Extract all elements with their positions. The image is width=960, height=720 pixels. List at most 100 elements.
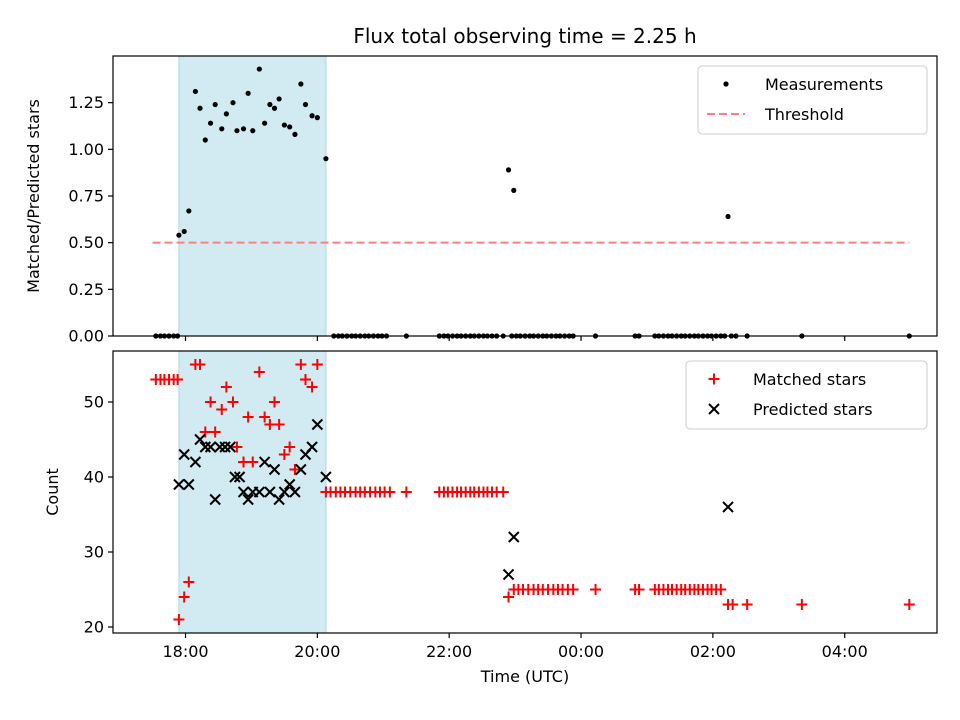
- matched-star-point: [295, 359, 307, 370]
- matched-star-point: [220, 381, 232, 393]
- measurement-point: [287, 124, 293, 130]
- predicted-star-point: [295, 463, 307, 476]
- matched-star-point: [384, 486, 396, 498]
- measurement-point: [219, 126, 225, 132]
- matched-star-point: [264, 419, 276, 430]
- matched-star-point: [227, 396, 239, 408]
- matched-star-point: [306, 381, 318, 393]
- measurement-point: [298, 81, 304, 87]
- predicted-star-point: [508, 531, 520, 543]
- predicted-star-point: [242, 493, 254, 506]
- matched-star-point: [205, 396, 217, 408]
- matched-star-point: [247, 456, 259, 468]
- matched-star-point: [284, 441, 296, 453]
- y-tick-label: 1.00: [68, 140, 104, 159]
- measurement-point: [256, 66, 262, 72]
- legend-marker-matched: [708, 373, 720, 385]
- legend-box: [685, 360, 928, 430]
- matched-star-point: [199, 426, 211, 438]
- measurement-point: [505, 167, 512, 173]
- predicted-star-point: [178, 448, 190, 461]
- legend-label: Measurements: [765, 75, 883, 94]
- measurement-point: [197, 105, 203, 111]
- predicted-star-point: [173, 478, 185, 491]
- predicted-star-point: [194, 433, 206, 446]
- predicted-star-point: [289, 486, 301, 498]
- matched-star-point: [903, 599, 915, 610]
- x-tick-label: 20:00: [294, 642, 340, 661]
- measurement-point: [302, 101, 309, 108]
- matched-star-point: [209, 426, 221, 438]
- measurement-point: [245, 90, 251, 96]
- measurement-point: [267, 101, 273, 108]
- predicted-star-point: [502, 568, 515, 581]
- measurement-point: [176, 232, 182, 238]
- measurement-point: [725, 213, 731, 220]
- legend-label: Matched stars: [753, 370, 866, 389]
- matched-star-point: [269, 396, 281, 408]
- measurement-point: [234, 128, 240, 134]
- matched-star-point: [590, 584, 602, 595]
- legend-marker-measurements: [723, 81, 729, 87]
- matched-star-point: [173, 614, 185, 625]
- measurement-point: [309, 113, 315, 119]
- matched-star-point: [497, 486, 509, 498]
- predicted-star-point: [283, 478, 296, 491]
- matched-star-point: [216, 404, 228, 415]
- matched-star-point: [273, 419, 285, 430]
- measurement-point: [186, 208, 192, 214]
- x-axis-label: Time (UTC): [480, 667, 569, 686]
- measurement-point: [276, 96, 282, 102]
- predicted-star-point: [306, 441, 318, 453]
- x-tick-label: 18:00: [162, 642, 208, 661]
- matched-star-point: [183, 576, 195, 588]
- legend-label: Threshold: [764, 105, 844, 124]
- matched-star-point: [311, 359, 323, 370]
- predicted-star-point: [273, 493, 285, 506]
- measurement-point: [212, 101, 218, 108]
- matched-star-point: [238, 456, 250, 468]
- measurement-point: [202, 137, 208, 143]
- predicted-star-point: [278, 486, 291, 498]
- predicted-star-point: [268, 463, 281, 476]
- matched-star-point: [633, 584, 645, 595]
- measurement-point: [240, 126, 247, 132]
- measurement-point: [181, 228, 187, 235]
- y-axis-label: Matched/Predicted stars: [24, 99, 43, 293]
- matched-star-point: [231, 441, 243, 453]
- y-tick-label: 0.50: [68, 233, 104, 252]
- measurement-point: [192, 88, 198, 95]
- predicted-star-point: [320, 471, 332, 483]
- matched-star-point: [567, 584, 579, 595]
- predicted-star-point: [229, 471, 241, 483]
- predicted-star-point: [189, 456, 202, 468]
- x-tick-label: 02:00: [690, 642, 736, 661]
- predicted-star-point: [224, 441, 237, 453]
- x-tick-label: 22:00: [426, 642, 472, 661]
- predicted-star-point: [722, 501, 734, 513]
- matched-star-point: [178, 591, 190, 603]
- matched-star-point: [172, 374, 184, 385]
- predicted-star-point: [204, 441, 217, 453]
- predicted-star-point: [311, 418, 324, 431]
- measurement-point: [223, 111, 229, 117]
- measurement-point: [262, 120, 268, 126]
- measurement-point: [271, 105, 278, 111]
- plot-frame: [112, 350, 938, 634]
- y-tick-label: 0.75: [68, 187, 104, 206]
- matched-star-point: [242, 411, 254, 423]
- predicted-star-point: [233, 471, 246, 483]
- chart-title: Flux total observing time = 2.25 h: [353, 24, 696, 48]
- matched-star-point: [796, 599, 808, 610]
- x-tick-label: 00:00: [558, 642, 604, 661]
- observing-window-span: [178, 55, 327, 337]
- measurement-point: [323, 156, 329, 162]
- matched-star-point: [194, 359, 206, 370]
- x-tick-label: 04:00: [822, 642, 868, 661]
- predicted-star-point: [209, 493, 221, 506]
- predicted-star-point: [264, 486, 276, 498]
- y-axis-label: Count: [43, 468, 62, 516]
- legend-label: Predicted stars: [753, 400, 873, 419]
